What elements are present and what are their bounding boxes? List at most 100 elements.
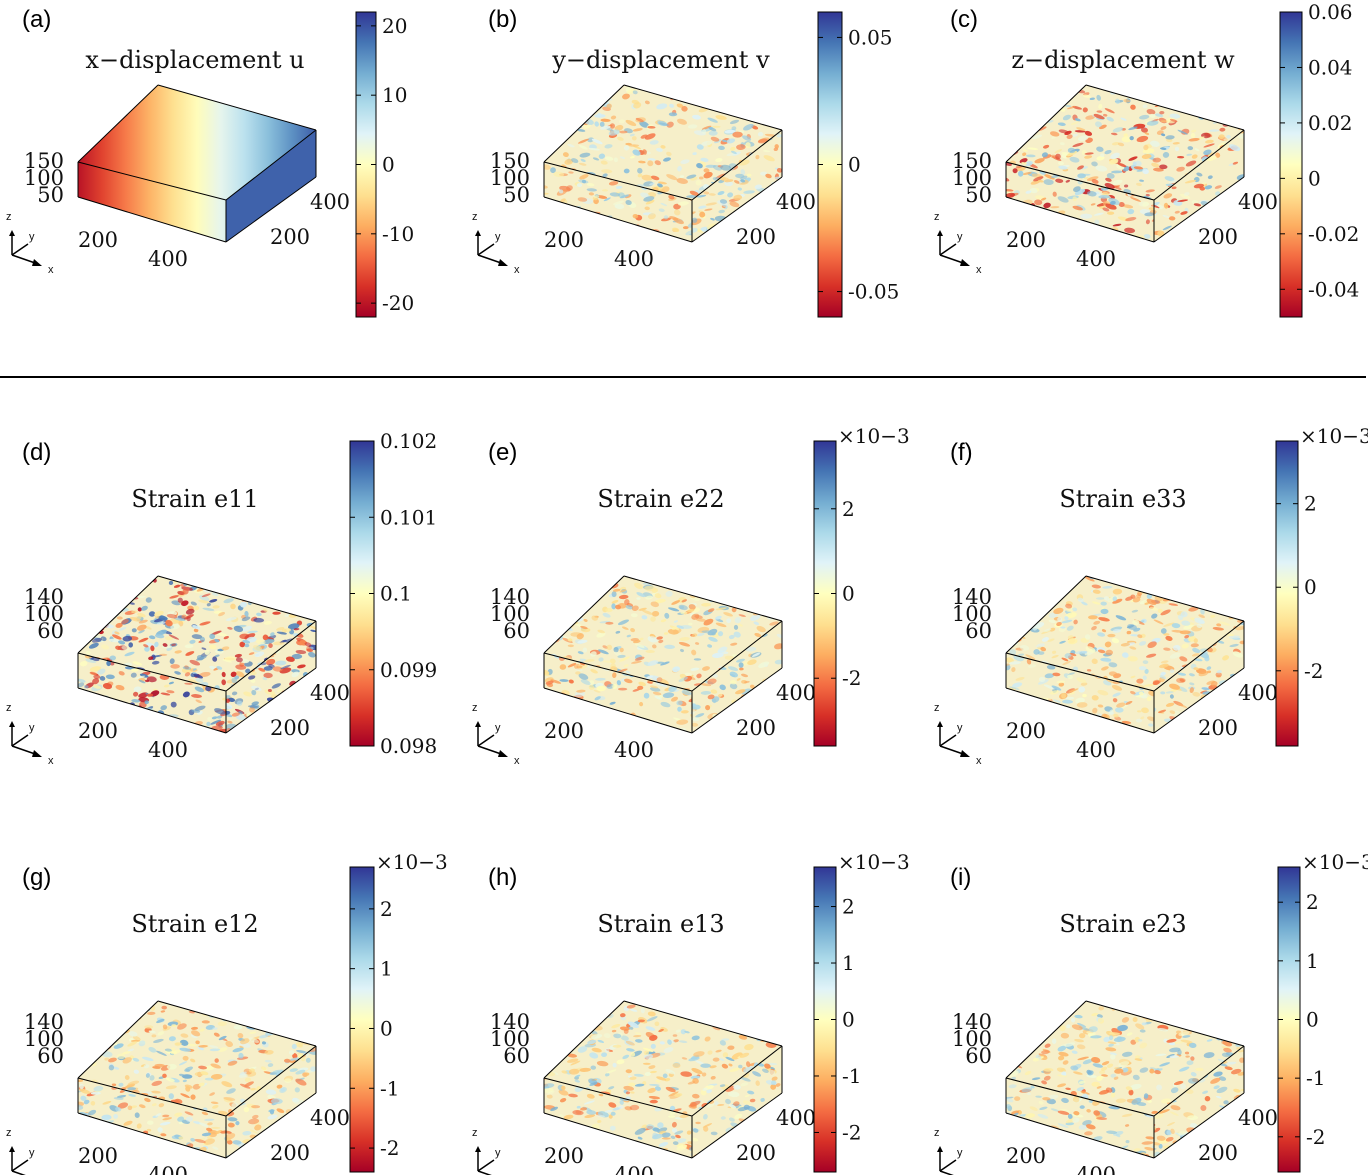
panel-label: (c) <box>950 6 978 33</box>
axis-x-label: x <box>514 755 520 767</box>
z-tick-label: 50 <box>37 183 64 207</box>
panel-b: (b) y−displacement v 150 100 50 200 400 200 400 z… <box>466 0 922 420</box>
axis-z-label: z <box>934 1127 940 1139</box>
axis-y-label: y <box>957 231 963 243</box>
z-tick-label: 100 <box>490 166 530 190</box>
colorbar <box>1275 440 1299 747</box>
z-tick-label: 140 <box>24 1010 64 1034</box>
colorbar-tick-label: -1 <box>380 1076 399 1100</box>
colorbar-tick-label: 1 <box>1306 949 1319 973</box>
z-tick-label: 140 <box>952 585 992 609</box>
x-tick-label: 200 <box>78 719 118 743</box>
panel-d: (d) Strain e11 140 100 60 200 400 200 400 z y x 0.10… <box>0 429 456 853</box>
x-tick-label: 400 <box>614 738 654 762</box>
panel-label: (g) <box>22 864 52 891</box>
x-tick-label: 400 <box>614 247 654 271</box>
y-tick-label: 400 <box>310 681 350 705</box>
panel-title: Strain e33 <box>1059 485 1186 513</box>
colorbar-tick-label: 0 <box>842 1008 855 1032</box>
colorbar <box>1279 11 1303 318</box>
x-tick-label: 200 <box>78 1144 118 1168</box>
colorbar-tick-label: -2 <box>380 1136 399 1160</box>
axis-y-label: y <box>29 1147 35 1159</box>
colorbar-tick-label: 0 <box>380 1016 393 1040</box>
x-tick-label: 200 <box>1006 228 1046 252</box>
axis-z-label: z <box>472 1127 478 1139</box>
colorbar-multiplier: ×10−3 <box>376 850 448 874</box>
y-tick-label: 200 <box>736 716 776 740</box>
colorbar-tick-label: 0 <box>1304 575 1317 599</box>
panel-title: Strain e23 <box>1059 910 1186 938</box>
colorbar-multiplier: ×10−3 <box>1300 424 1368 448</box>
y-tick-label: 400 <box>776 681 816 705</box>
axis-z-label: z <box>472 211 478 223</box>
x-tick-label: 200 <box>1006 719 1046 743</box>
y-tick-label: 400 <box>1238 190 1278 214</box>
chart-svg: Strain e1314010060200400200400zyx210-1-2… <box>472 850 910 1175</box>
z-tick-label: 140 <box>952 1010 992 1034</box>
x-tick-label: 400 <box>1076 738 1116 762</box>
chart-svg: y−displacement v15010050200400200400zyx0… <box>472 11 899 318</box>
z-tick-label: 60 <box>503 1044 530 1068</box>
colorbar-tick-label: 20 <box>382 14 407 38</box>
axis-triad: zyx <box>6 211 54 276</box>
panel-title: Strain e11 <box>131 485 258 513</box>
panel-a: (a) x−displacement u 150 100 50 200 400 200 400 z… <box>0 0 456 420</box>
panel-label: (e) <box>488 439 518 466</box>
colorbar-tick-label: 2 <box>1304 492 1317 516</box>
axis-z-label: z <box>6 1127 12 1139</box>
colorbar-tick-label: 0.05 <box>848 25 893 49</box>
y-tick-label: 200 <box>270 1141 310 1165</box>
axis-y-label: y <box>29 722 35 734</box>
panel-e: (e) Strain e22 140 100 60 200 400 200 400 z y x 2 0 -2… <box>466 424 922 853</box>
axis-z-label: z <box>6 702 12 714</box>
box-front-face <box>78 162 226 242</box>
y-tick-label: 200 <box>1198 225 1238 249</box>
y-tick-label: 200 <box>736 1141 776 1165</box>
z-tick-label: 100 <box>490 602 530 626</box>
panel-label: (h) <box>488 864 518 891</box>
colorbar-tick-label: -2 <box>1306 1125 1325 1149</box>
panel-label: (i) <box>950 864 972 891</box>
colorbar-multiplier: ×10−3 <box>1302 850 1368 874</box>
panel-title: y−displacement v <box>551 46 770 74</box>
z-tick-label: 100 <box>490 1027 530 1051</box>
x-tick-label: 200 <box>544 228 584 252</box>
axis-y-label: y <box>29 231 35 243</box>
panel-title: Strain e22 <box>597 485 724 513</box>
axis-y-label: y <box>957 722 963 734</box>
colorbar-multiplier: ×10−3 <box>838 850 910 874</box>
y-tick-label: 400 <box>776 1106 816 1130</box>
axis-x-label: x <box>48 755 54 767</box>
z-tick-label: 60 <box>965 619 992 643</box>
z-tick-label: 60 <box>503 619 530 643</box>
y-tick-label: 200 <box>1198 716 1238 740</box>
section-divider <box>0 376 1366 378</box>
colorbar-tick-label: -0.04 <box>1308 277 1359 301</box>
x-tick-label: 400 <box>614 1163 654 1175</box>
colorbar-tick-label: -2 <box>1304 659 1323 683</box>
x-tick-label: 400 <box>148 1163 188 1175</box>
axis-x-label: x <box>514 264 520 276</box>
chart-svg: Strain e2214010060200400200400zyx20-2×10… <box>472 424 910 767</box>
y-tick-label: 400 <box>776 190 816 214</box>
box-side-face <box>226 130 316 242</box>
z-tick-label: 100 <box>952 1027 992 1051</box>
axis-triad: zyx <box>472 211 520 276</box>
colorbar-tick-label: 2 <box>1306 890 1319 914</box>
colorbar-tick-label: 1 <box>380 957 393 981</box>
panel-c: (c) z−displacement w 150 100 50 200 400 200 400 z… <box>928 0 1368 420</box>
colorbar-tick-label: 0.04 <box>1308 55 1353 79</box>
z-tick-label: 140 <box>24 585 64 609</box>
axis-triad: zyx <box>934 1127 963 1175</box>
axis-z-label: z <box>6 211 12 223</box>
y-tick-label: 400 <box>310 190 350 214</box>
axis-y-label: y <box>495 1147 501 1159</box>
colorbar-multiplier: ×10−3 <box>838 424 910 448</box>
axis-triad: zyx <box>934 211 982 276</box>
axis-triad: zyx <box>472 1127 501 1175</box>
box-top-face <box>78 85 316 200</box>
colorbar-tick-label: 0.102 <box>380 429 437 453</box>
panel-f: (f) Strain e33 140 100 60 200 400 200 400 z y x 2 0 -2… <box>928 424 1368 853</box>
